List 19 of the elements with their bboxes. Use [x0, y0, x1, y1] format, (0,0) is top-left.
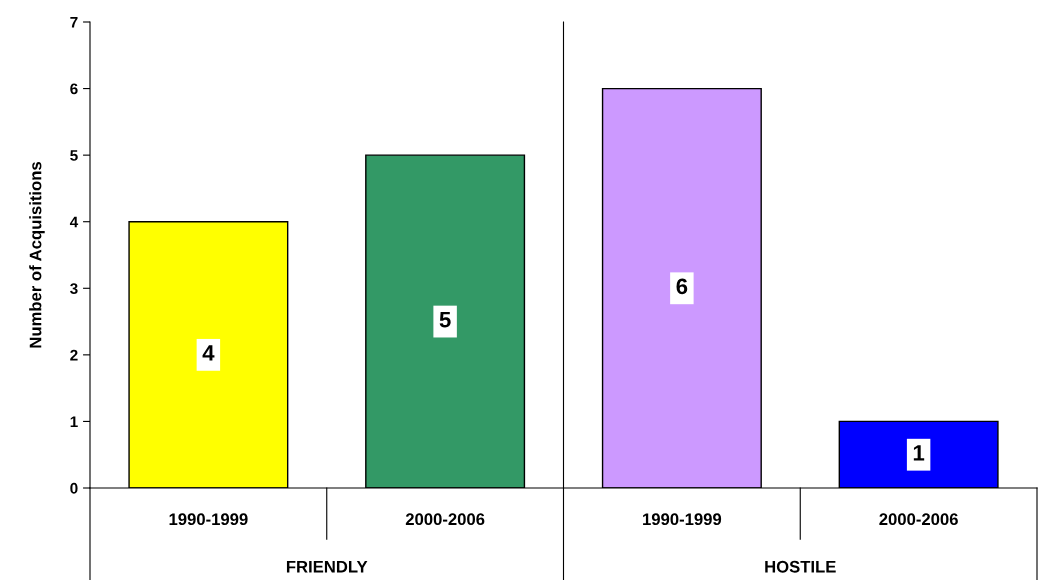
y-tick-label: 1 — [70, 416, 78, 427]
data-label: 1 — [913, 445, 925, 461]
y-tick-label: 4 — [69, 216, 79, 228]
y-tick-label: 7 — [70, 17, 78, 28]
data-label: 6 — [676, 278, 688, 295]
text: HOSTILE — [765, 560, 836, 573]
y-tick-label: 5 — [70, 150, 78, 161]
y-axis-title: Number of Acquisitions — [29, 162, 45, 348]
data-label: 5 — [439, 312, 451, 328]
x-tick-label: 2000-2006 — [879, 513, 958, 526]
text: FRIENDLY — [286, 561, 368, 573]
y-tick-label: 3 — [70, 283, 78, 294]
data-label: 4 — [202, 345, 215, 361]
y-tick-label: 0 — [70, 482, 78, 494]
x-tick-label: 1990-1999 — [169, 513, 248, 526]
y-tick-label: 2 — [70, 349, 78, 361]
y-tick-label: 6 — [70, 83, 78, 95]
x-tick-label: 1990-1999 — [643, 513, 722, 526]
x-tick-label: 2000-2006 — [405, 513, 485, 526]
